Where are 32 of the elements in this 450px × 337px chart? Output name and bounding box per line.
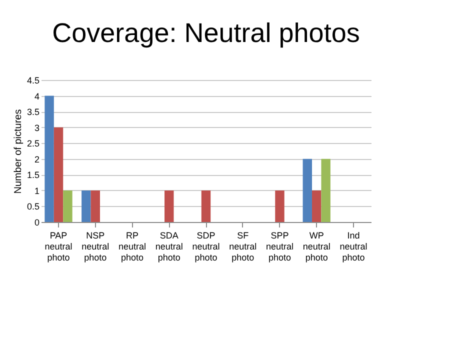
y-tick-label: 2 bbox=[34, 154, 40, 164]
y-tick-label: 3 bbox=[34, 122, 40, 133]
x-tick-label: NSP neutral photo bbox=[82, 230, 110, 262]
bar bbox=[201, 190, 211, 222]
bar bbox=[321, 158, 330, 222]
bar bbox=[63, 190, 72, 222]
y-tick-label: 1 bbox=[34, 186, 40, 196]
bar bbox=[302, 158, 312, 222]
x-tick-label: SDA neutral photo bbox=[155, 230, 183, 262]
x-tick-label: RP neutral photo bbox=[118, 230, 146, 262]
y-axis-title: Number of pictures bbox=[12, 109, 24, 194]
y-tick-label: 0 bbox=[34, 218, 40, 228]
x-tick-label: SPP neutral photo bbox=[266, 230, 294, 262]
bar bbox=[90, 190, 100, 222]
bar bbox=[275, 190, 284, 222]
y-tick-label: 4 bbox=[34, 91, 40, 102]
bar bbox=[82, 190, 91, 222]
bar bbox=[54, 127, 64, 222]
x-tick-label: PAP neutral photo bbox=[44, 230, 72, 262]
bar bbox=[44, 96, 54, 222]
x-tick-label: SF neutral photo bbox=[229, 230, 257, 262]
y-tick-label: 3.5 bbox=[26, 107, 40, 118]
y-tick-label: 1.5 bbox=[26, 170, 40, 180]
x-tick-label: Ind neutral photo bbox=[340, 230, 368, 262]
chart-title: Coverage: Neutral photos bbox=[52, 18, 360, 48]
x-tick-label: SDP neutral photo bbox=[192, 230, 220, 262]
bar bbox=[164, 190, 174, 222]
y-tick-label: 2.5 bbox=[26, 138, 40, 149]
y-tick-label: 4.5 bbox=[26, 76, 40, 86]
x-tick-label: WP neutral photo bbox=[302, 230, 330, 262]
bar bbox=[312, 190, 322, 222]
y-tick-label: 0.5 bbox=[26, 202, 40, 212]
